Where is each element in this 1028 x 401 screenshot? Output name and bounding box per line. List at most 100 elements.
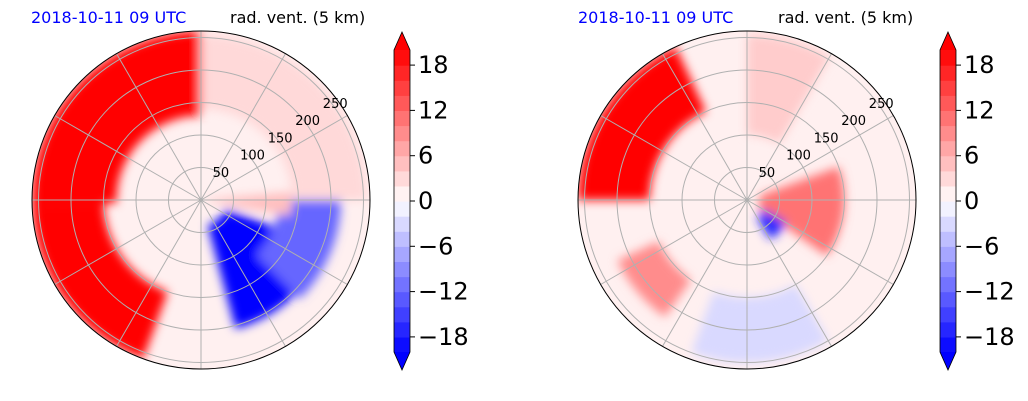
colorbar-bin bbox=[940, 155, 956, 172]
range-ring-label: 100 bbox=[240, 149, 265, 164]
colorbar-bin bbox=[940, 95, 956, 111]
colorbar-tick-label: −12 bbox=[418, 278, 469, 306]
colorbar-bin bbox=[940, 306, 956, 323]
colorbar-bin bbox=[940, 110, 956, 127]
colorbar-tick-label: −12 bbox=[964, 278, 1015, 306]
colorbar-bin bbox=[394, 80, 410, 96]
colorbar-bin bbox=[940, 321, 956, 338]
colorbar-bin bbox=[394, 201, 410, 217]
velocity-region bbox=[757, 166, 845, 256]
colorbar-bin bbox=[394, 155, 410, 172]
colorbar-bin bbox=[940, 170, 956, 187]
colorbar-bin bbox=[940, 80, 956, 96]
radial-spoke bbox=[746, 53, 832, 201]
colorbar-extend-high bbox=[394, 32, 410, 50]
colorbar-bin bbox=[940, 276, 956, 293]
colorbar-bin bbox=[940, 50, 956, 66]
panel-1-variable-title: rad. vent. (5 km) bbox=[230, 8, 365, 27]
colorbar-tick-label: 18 bbox=[964, 51, 995, 79]
colorbar-bin bbox=[394, 50, 410, 66]
colorbar-bin bbox=[394, 321, 410, 338]
colorbar-outline bbox=[393, 31, 411, 371]
colorbar-2: 18 12 6 0 −6 −12 −18 bbox=[939, 31, 1015, 371]
radial-spoke bbox=[54, 199, 202, 285]
colorbar-bin bbox=[940, 246, 956, 262]
range-ring-label: 100 bbox=[786, 149, 811, 164]
colorbar-bin bbox=[940, 291, 956, 308]
radial-spoke bbox=[200, 199, 286, 347]
radial-spoke bbox=[116, 199, 202, 347]
range-ring-label: 50 bbox=[213, 166, 230, 181]
colorbar-bin bbox=[394, 306, 410, 323]
colorbar-tick-label: −6 bbox=[418, 232, 453, 260]
radial-spoke bbox=[200, 53, 286, 201]
panel-2-date-title: 2018-10-11 09 UTC bbox=[578, 8, 733, 27]
colorbar-tick-label: 0 bbox=[418, 187, 433, 215]
colorbar-bin bbox=[940, 140, 956, 157]
colorbar-tick-label: 6 bbox=[964, 142, 979, 170]
velocity-region bbox=[617, 241, 692, 318]
velocity-region bbox=[691, 284, 829, 363]
velocity-region bbox=[204, 192, 292, 216]
colorbar-bin bbox=[394, 261, 410, 278]
colorbar-tick-label: −18 bbox=[418, 323, 469, 351]
radial-spoke bbox=[746, 115, 894, 201]
colorbar-tick-label: 12 bbox=[418, 96, 449, 124]
colorbar-extend-low bbox=[940, 352, 956, 370]
colorbar-bin bbox=[394, 140, 410, 157]
colorbar-tick-label: 18 bbox=[418, 51, 449, 79]
range-ring-label: 250 bbox=[869, 97, 894, 112]
panel-1-polar-grid bbox=[32, 31, 370, 369]
colorbar-bin bbox=[940, 185, 956, 202]
panel-2-outline bbox=[577, 30, 917, 370]
colorbar-bin bbox=[394, 65, 410, 81]
colorbar-tick-label: −18 bbox=[964, 323, 1015, 351]
range-ring-label: 150 bbox=[814, 131, 839, 146]
radial-spoke bbox=[116, 53, 202, 201]
velocity-region bbox=[256, 200, 341, 299]
colorbar-bin bbox=[940, 336, 956, 353]
radial-spoke bbox=[600, 199, 748, 285]
colorbar-tick-label: 0 bbox=[964, 187, 979, 215]
panel-1-date-title: 2018-10-11 09 UTC bbox=[31, 8, 186, 27]
panel-2-polar-grid bbox=[578, 31, 916, 369]
range-ring-label: 50 bbox=[759, 166, 776, 181]
colorbar-bin bbox=[394, 110, 410, 127]
colorbar-1: 18 12 6 0 −6 −12 −18 bbox=[393, 31, 469, 371]
colorbar-bin bbox=[394, 231, 410, 247]
colorbar-bin bbox=[394, 125, 410, 142]
colorbar-bin bbox=[394, 170, 410, 187]
polar-panel-2: 2018-10-11 09 UTC rad. vent. (5 km) 50 10… bbox=[577, 8, 917, 370]
velocity-region bbox=[756, 209, 787, 240]
colorbar-bin bbox=[394, 291, 410, 308]
velocity-region bbox=[32, 31, 201, 206]
colorbar-extend-high bbox=[940, 32, 956, 50]
radial-spoke bbox=[54, 115, 202, 201]
colorbar-extend-low bbox=[394, 352, 410, 370]
velocity-region bbox=[747, 34, 830, 144]
colorbar-tick-label: 6 bbox=[418, 142, 433, 170]
colorbar-bin bbox=[940, 201, 956, 217]
colorbar-bin bbox=[394, 336, 410, 353]
colorbar-bin bbox=[940, 261, 956, 278]
colorbar-bin bbox=[940, 125, 956, 142]
colorbar-bin bbox=[394, 185, 410, 202]
panel-1-velocity-field bbox=[32, 31, 367, 359]
colorbar-tick-label: 12 bbox=[964, 96, 995, 124]
range-ring-label: 200 bbox=[295, 114, 320, 129]
range-ring-label: 150 bbox=[268, 131, 293, 146]
colorbar-bin bbox=[394, 276, 410, 293]
panel-1-outline bbox=[31, 30, 371, 370]
colorbar-bin bbox=[940, 65, 956, 81]
panel-2-variable-title: rad. vent. (5 km) bbox=[778, 8, 913, 27]
range-ring-label: 250 bbox=[323, 97, 348, 112]
radial-spoke bbox=[662, 53, 748, 201]
polar-panel-1: 2018-10-11 09 UTC rad. vent. (5 km) 50 10… bbox=[31, 8, 371, 370]
colorbar-bin bbox=[394, 246, 410, 262]
colorbar-bin bbox=[394, 216, 410, 232]
colorbar-bin bbox=[940, 216, 956, 232]
radial-spoke bbox=[746, 199, 832, 347]
colorbar-bin bbox=[940, 231, 956, 247]
